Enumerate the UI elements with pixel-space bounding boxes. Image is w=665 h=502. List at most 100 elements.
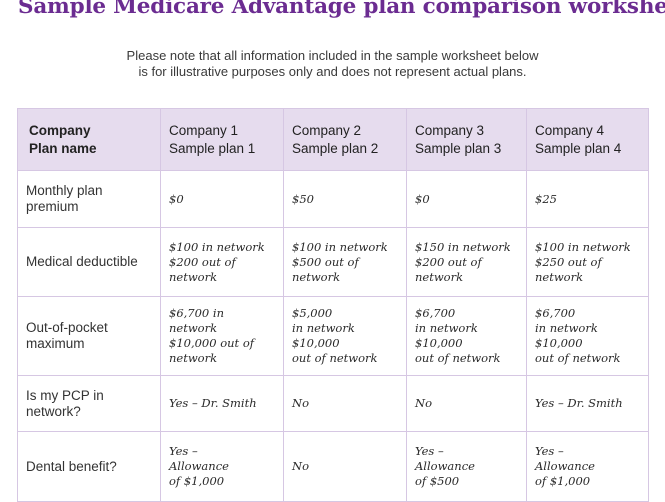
header-company-1: Company 1 Sample plan 1 bbox=[160, 108, 284, 171]
cell-line: $200 out of bbox=[169, 254, 236, 269]
comparison-table: Company Plan name Company 1 Sample plan … bbox=[17, 108, 649, 502]
cell-line: network bbox=[292, 269, 341, 284]
table-cell: No bbox=[283, 375, 407, 432]
table-cell: $0 bbox=[160, 170, 284, 228]
cell-line: network bbox=[415, 269, 464, 284]
table-cell: $100 in network $200 out of network bbox=[160, 227, 284, 297]
table-cell: $5,000 in network $10,000 out of network bbox=[283, 296, 407, 376]
cell-line: No bbox=[415, 396, 432, 410]
cell-line: Yes – Dr. Smith bbox=[535, 396, 623, 410]
header-company-4: Company 4 Sample plan 4 bbox=[526, 108, 649, 171]
table-header-row: Company Plan name Company 1 Sample plan … bbox=[17, 108, 649, 171]
table-cell: $6,700 in network $10,000 out of network bbox=[406, 296, 527, 376]
cell-line: in network bbox=[292, 321, 355, 335]
cell-line: $6,700 bbox=[535, 306, 576, 320]
table-cell: $100 in network $250 out of network bbox=[526, 227, 649, 297]
cell-line: Allowance bbox=[169, 459, 229, 473]
cell-line: $10,000 bbox=[415, 336, 463, 350]
cell-line: $100 in network bbox=[292, 239, 388, 254]
cell-line: No bbox=[292, 459, 309, 473]
cell-line: $5,000 bbox=[292, 306, 333, 320]
header-company-3: Company 3 Sample plan 3 bbox=[406, 108, 527, 171]
header-label-line: Company bbox=[29, 122, 91, 138]
cell-line: out of network bbox=[535, 351, 621, 365]
cell-line: $0 bbox=[415, 191, 430, 206]
cell-line: $10,000 bbox=[535, 336, 583, 350]
table-cell: Yes – Allowance of $1,000 bbox=[526, 431, 649, 502]
row-label-line: Monthly plan bbox=[26, 183, 103, 198]
cell-line: network bbox=[169, 269, 218, 284]
cell-line: out of network bbox=[415, 351, 501, 365]
cell-line: Yes – Dr. Smith bbox=[169, 396, 257, 410]
disclaimer-note: Please note that all information include… bbox=[0, 48, 665, 80]
disclaimer-line: is for illustrative purposes only and do… bbox=[138, 64, 527, 79]
cell-line: of $1,000 bbox=[169, 474, 225, 488]
cell-line: $0 bbox=[169, 191, 184, 206]
cell-line: $6,700 bbox=[415, 306, 456, 320]
cell-line: $250 out of bbox=[535, 254, 602, 269]
company-name: Company 1 bbox=[169, 122, 239, 138]
cell-line: Yes – bbox=[415, 444, 444, 458]
row-label: Dental benefit? bbox=[17, 431, 161, 502]
header-label-cell: Company Plan name bbox=[17, 108, 161, 171]
row-label-line: Medical deductible bbox=[26, 254, 138, 269]
cell-line: Allowance bbox=[415, 459, 475, 473]
row-label: Medical deductible bbox=[17, 227, 161, 297]
row-label-line: premium bbox=[26, 199, 79, 214]
header-company-2: Company 2 Sample plan 2 bbox=[283, 108, 407, 171]
cell-line: network bbox=[169, 321, 218, 335]
table-cell: $0 bbox=[406, 170, 527, 228]
cell-line: $500 out of bbox=[292, 254, 359, 269]
table-cell: $50 bbox=[283, 170, 407, 228]
table-cell: $150 in network $200 out of network bbox=[406, 227, 527, 297]
table-row-premium: Monthly plan premium $0 $50 $0 $25 bbox=[17, 170, 649, 228]
company-name: Company 4 bbox=[535, 122, 605, 138]
plan-name: Sample plan 3 bbox=[415, 140, 502, 156]
table-row-deductible: Medical deductible $100 in network $200 … bbox=[17, 227, 649, 297]
cell-line: $100 in network bbox=[169, 239, 265, 254]
cell-line: Allowance bbox=[535, 459, 595, 473]
cell-line: in network bbox=[415, 321, 478, 335]
cell-line: Yes – bbox=[535, 444, 564, 458]
row-label-line: network? bbox=[26, 403, 81, 419]
table-cell: $25 bbox=[526, 170, 649, 228]
cell-line: of $1,000 bbox=[535, 474, 591, 488]
row-label: Monthly plan premium bbox=[17, 170, 161, 228]
row-label-line: Out-of-pocket bbox=[26, 320, 108, 335]
table-row-dental: Dental benefit? Yes – Allowance of $1,00… bbox=[17, 431, 649, 502]
cell-line: $6,700 in bbox=[169, 306, 224, 320]
row-label: Is my PCP in network? bbox=[17, 375, 161, 432]
header-label-line: Plan name bbox=[29, 140, 97, 156]
row-label-line: Dental benefit? bbox=[26, 458, 117, 474]
table-cell: Yes – Dr. Smith bbox=[160, 375, 284, 432]
cell-line: $50 bbox=[292, 191, 314, 206]
row-label: Out-of-pocket maximum bbox=[17, 296, 161, 376]
table-cell: $100 in network $500 out of network bbox=[283, 227, 407, 297]
cell-line: $10,000 bbox=[292, 336, 340, 350]
cell-line: $150 in network bbox=[415, 239, 511, 254]
row-label-line: maximum bbox=[26, 336, 85, 351]
table-cell: No bbox=[283, 431, 407, 502]
cell-line: $10,000 out of bbox=[169, 336, 254, 350]
table-cell: Yes – Dr. Smith bbox=[526, 375, 649, 432]
company-name: Company 3 bbox=[415, 122, 485, 138]
cell-line: network bbox=[169, 351, 218, 365]
page-title: Sample Medicare Advantage plan compariso… bbox=[18, 0, 665, 19]
cell-line: $100 in network bbox=[535, 239, 631, 254]
table-row-oop-max: Out-of-pocket maximum $6,700 in network … bbox=[17, 296, 649, 376]
cell-line: $25 bbox=[535, 191, 557, 206]
table-cell: $6,700 in network $10,000 out of network bbox=[160, 296, 284, 376]
cell-line: of $500 bbox=[415, 474, 460, 488]
company-name: Company 2 bbox=[292, 122, 362, 138]
disclaimer-line: Please note that all information include… bbox=[126, 48, 539, 63]
cell-line: Yes – bbox=[169, 444, 198, 458]
table-cell: Yes – Allowance of $1,000 bbox=[160, 431, 284, 502]
table-cell: No bbox=[406, 375, 527, 432]
table-row-pcp: Is my PCP in network? Yes – Dr. Smith No… bbox=[17, 375, 649, 432]
cell-line: network bbox=[535, 269, 584, 284]
table-cell: $6,700 in network $10,000 out of network bbox=[526, 296, 649, 376]
cell-line: out of network bbox=[292, 351, 378, 365]
cell-line: $200 out of bbox=[415, 254, 482, 269]
cell-line: in network bbox=[535, 321, 598, 335]
plan-name: Sample plan 2 bbox=[292, 140, 379, 156]
